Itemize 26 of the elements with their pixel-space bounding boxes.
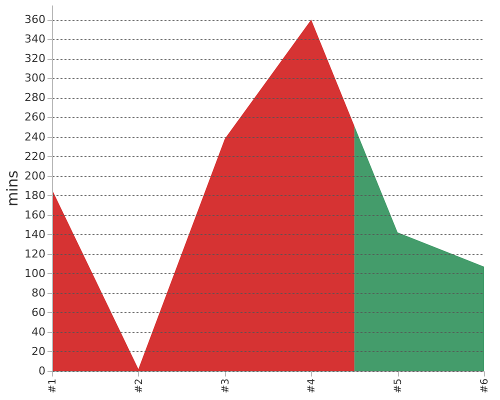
y-tick-label: 120	[24, 247, 46, 260]
y-tick-label: 240	[24, 130, 46, 144]
y-tick-label: 340	[24, 32, 46, 46]
y-tick-label: 360	[24, 13, 46, 26]
y-tick-label: 280	[24, 91, 46, 104]
y-tick-label: 80	[32, 286, 46, 300]
x-tick-label: #1	[48, 378, 58, 394]
y-tick-label: 0	[38, 364, 46, 378]
y-tick-label: 260	[24, 110, 46, 124]
y-tick-label: 60	[32, 306, 46, 319]
y-tick-label: 100	[24, 266, 46, 280]
x-tick-label: #2	[134, 378, 145, 394]
x-tick-label: #4	[306, 378, 318, 394]
y-tick-label: 220	[24, 150, 46, 163]
x-tick-label: #6	[480, 378, 490, 394]
y-tick-label: 320	[24, 52, 46, 66]
x-tick-label: #5	[393, 378, 404, 394]
x-tick-label: #3	[220, 378, 232, 394]
y-tick-label: 20	[32, 344, 46, 358]
y-tick-label: 160	[24, 208, 46, 222]
y-tick-label: 180	[24, 188, 46, 202]
y-tick-label: 200	[24, 169, 46, 182]
y-tick-label: 140	[24, 228, 46, 241]
y-tick-label: 40	[32, 325, 46, 338]
y-tick-label: 300	[24, 72, 46, 85]
y-axis-title: mins	[4, 170, 22, 207]
